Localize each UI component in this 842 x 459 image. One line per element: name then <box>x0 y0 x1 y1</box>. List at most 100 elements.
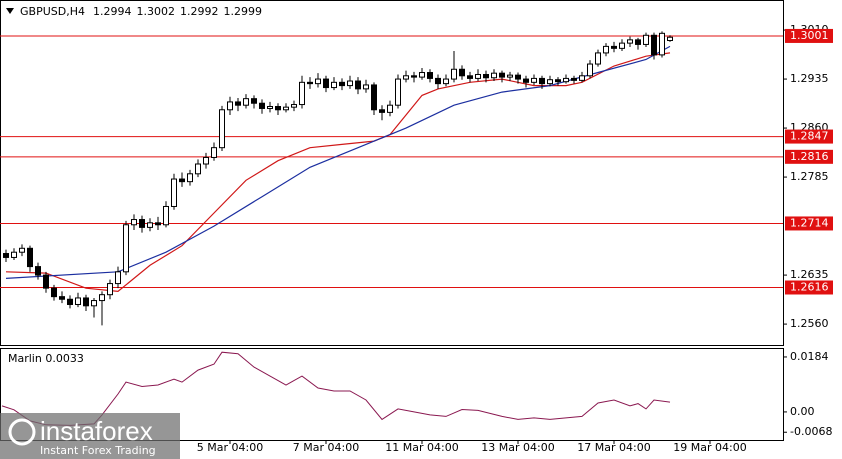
candle-body <box>531 77 537 83</box>
chart-header: GBPUSD,H4 1.2994 1.3002 1.2992 1.2999 <box>20 5 262 18</box>
level-label-box <box>785 149 833 164</box>
candle-body <box>99 294 105 302</box>
candle-body <box>115 271 121 285</box>
menu-arrow <box>6 8 14 14</box>
candle-body <box>619 42 625 49</box>
x-tick-label: 7 Mar 04:00 <box>293 441 359 454</box>
level-label: 1.3001 <box>790 29 829 42</box>
candle-body <box>555 79 561 83</box>
candle-body <box>323 78 329 89</box>
candle-body <box>435 77 441 85</box>
candle-body <box>179 178 185 183</box>
candle-body <box>235 101 241 106</box>
candle-body <box>635 39 641 45</box>
candle-body <box>499 72 505 78</box>
level-label: 1.2616 <box>790 281 829 294</box>
level-label: 1.2847 <box>790 130 829 143</box>
x-tick-label: 17 Mar 04:00 <box>577 441 650 454</box>
candle-body <box>27 247 33 268</box>
y-tick-label: 1.2935 <box>790 72 829 85</box>
last-close: 1.2999 <box>223 5 262 18</box>
candle-body <box>227 101 233 111</box>
plot-layer: 1.30101.29351.28601.27851.26351.25600.01… <box>0 23 833 454</box>
watermark-icon <box>8 418 36 446</box>
indicator-line <box>1 351 671 426</box>
candle-body <box>379 109 385 113</box>
candle-body <box>195 163 201 175</box>
candle-body <box>307 81 313 85</box>
candle-body <box>75 297 81 305</box>
candle-body <box>523 78 529 83</box>
candle-body <box>331 81 337 89</box>
watermark: instaforex Instant Forex Trading <box>0 413 180 459</box>
candle-body <box>595 52 601 65</box>
y-tick-label: 0.00 <box>790 405 815 418</box>
candle-body <box>651 34 657 56</box>
last-high: 1.3002 <box>136 5 175 18</box>
candle-body <box>427 72 433 79</box>
candle-body <box>515 74 521 80</box>
candle-body <box>475 73 481 79</box>
main-panel <box>0 0 784 346</box>
candle-body <box>403 75 409 80</box>
candle-body <box>59 296 65 300</box>
candle-body <box>387 104 393 113</box>
indicator-panel <box>0 348 784 441</box>
candle-body <box>243 98 249 106</box>
candle-body <box>571 77 577 81</box>
watermark-box <box>0 413 180 459</box>
candle-body <box>275 106 281 111</box>
candle-body <box>3 253 9 258</box>
candle-body <box>163 205 169 226</box>
candle-body <box>643 34 649 45</box>
candle-body <box>395 78 401 106</box>
level-label-box <box>785 129 833 144</box>
candle-body <box>291 104 297 108</box>
candle-body <box>67 298 73 305</box>
symbol: GBPUSD,H4 <box>20 5 85 18</box>
candle-body <box>35 266 41 276</box>
candle-body <box>587 63 593 77</box>
y-tick-label: 1.2635 <box>790 268 829 281</box>
candle-body <box>467 75 473 79</box>
candle-body <box>443 78 449 85</box>
candle-body <box>459 68 465 77</box>
candle-body <box>315 78 321 85</box>
candle-body <box>139 219 145 228</box>
candle-body <box>539 77 545 85</box>
candle-body <box>83 297 89 307</box>
candle-body <box>131 219 137 226</box>
candle-body <box>147 222 153 228</box>
indicator-title: Marlin 0.0033 <box>8 352 84 365</box>
level-label-box <box>785 216 833 231</box>
y-tick-label: 1.2560 <box>790 317 829 330</box>
level-label: 1.2816 <box>790 150 829 163</box>
candle-body <box>267 106 273 109</box>
watermark-tagline: Instant Forex Trading <box>40 444 156 457</box>
candle-body <box>627 39 633 44</box>
candle-body <box>251 98 257 104</box>
level-label-box <box>785 28 833 43</box>
y-tick-label: -0.0068 <box>790 425 832 438</box>
candle-body <box>411 75 417 78</box>
last-low: 1.2992 <box>180 5 219 18</box>
x-tick-label: 11 Mar 04:00 <box>385 441 458 454</box>
candle-body <box>203 156 209 165</box>
candle-body <box>483 73 489 79</box>
candle-body <box>51 287 57 298</box>
candle-body <box>187 173 193 183</box>
candle-body <box>219 109 225 149</box>
watermark-brand: instaforex <box>40 416 153 446</box>
candle-body <box>43 274 49 289</box>
candle-body <box>299 81 305 106</box>
candle-body <box>123 224 129 273</box>
candle-body <box>211 147 217 158</box>
candle-body <box>91 300 97 307</box>
candle-body <box>611 45 617 49</box>
x-tick-label: 5 Mar 04:00 <box>197 441 263 454</box>
candle-body <box>155 222 161 226</box>
candle-body <box>451 68 457 80</box>
candle-body <box>547 79 553 85</box>
candle-body <box>259 102 265 109</box>
candle-body <box>363 84 369 90</box>
